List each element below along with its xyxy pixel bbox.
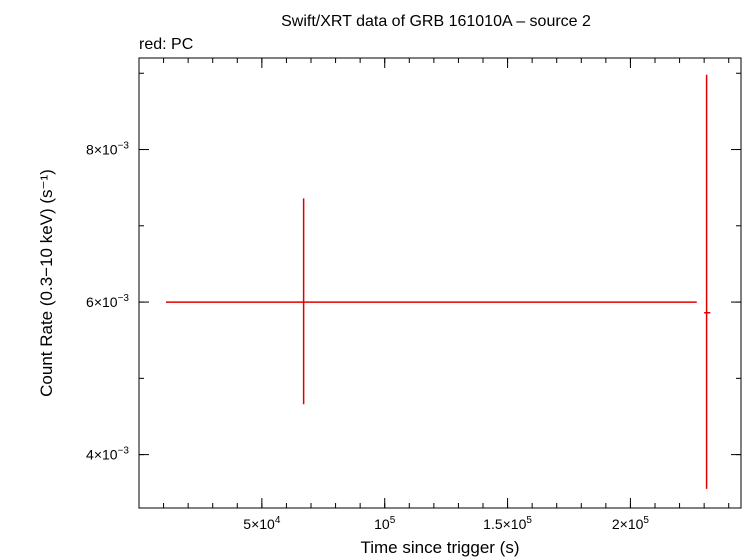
x-tick-label: 105 — [374, 515, 396, 532]
plot-frame — [138, 57, 742, 509]
y-axis-label: Count Rate (0.3−10 keV) (s⁻¹) — [37, 169, 56, 397]
x-tick-label: 5×104 — [243, 515, 281, 532]
axis-ticks — [138, 58, 741, 508]
y-tick-label: 6×10−3 — [86, 293, 129, 310]
x-tick-label: 2×105 — [612, 515, 650, 532]
y-tick-label: 8×10−3 — [86, 141, 129, 158]
data-points — [166, 74, 711, 489]
axis-tick-labels: 5×104 105 1.5×105 2×105 4×10−3 6×10−3 8×10−3 — [86, 141, 649, 532]
chart-subtitle: red: PC — [139, 36, 193, 53]
chart-title: Swift/XRT data of GRB 161010A – source 2 — [281, 13, 591, 30]
data-point — [166, 198, 697, 405]
x-tick-label: 1.5×105 — [483, 515, 532, 532]
y-tick-label: 4×10−3 — [86, 446, 129, 463]
x-axis-label: Time since trigger (s) — [360, 538, 519, 557]
data-point — [704, 74, 711, 489]
